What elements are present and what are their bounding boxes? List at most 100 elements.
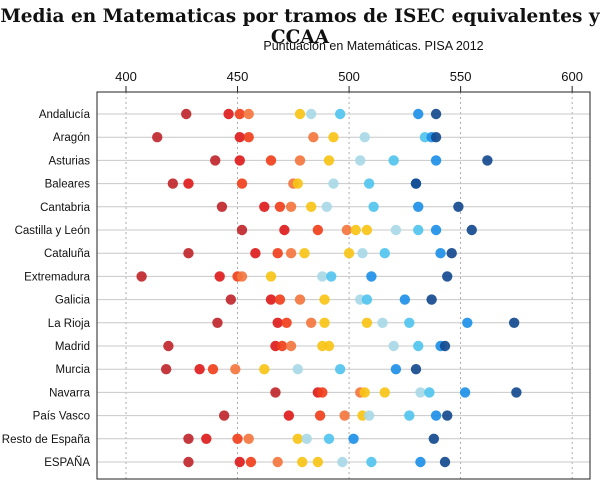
data-point xyxy=(357,248,368,259)
plot-frame xyxy=(96,91,591,480)
data-point xyxy=(341,224,353,236)
data-point xyxy=(317,387,328,398)
category-label: Navarra xyxy=(49,387,91,399)
x-axis-label: Puntuación en Matemáticas. PISA 2012 xyxy=(263,39,483,53)
data-point xyxy=(279,224,290,236)
data-point xyxy=(366,271,377,282)
data-point xyxy=(223,108,234,120)
data-point xyxy=(321,201,332,212)
grid-lines xyxy=(125,92,573,479)
data-point xyxy=(428,433,440,444)
data-point xyxy=(466,224,477,236)
data-point xyxy=(281,317,292,328)
data-point xyxy=(430,132,442,143)
data-point xyxy=(218,410,230,421)
data-point xyxy=(366,456,377,468)
data-point xyxy=(243,132,254,143)
tick-label-600: 600 xyxy=(561,69,583,84)
data-point xyxy=(285,201,297,212)
data-point xyxy=(430,410,442,421)
category-label: Extremadura xyxy=(24,271,90,283)
tick-label-450: 450 xyxy=(227,69,249,84)
data-point xyxy=(404,317,415,328)
data-point xyxy=(236,224,248,236)
data-point xyxy=(297,456,308,468)
data-point xyxy=(234,456,245,468)
data-point xyxy=(201,433,212,444)
data-point xyxy=(361,294,373,305)
data-point xyxy=(319,317,330,328)
data-point xyxy=(359,387,370,398)
row-lines xyxy=(97,113,590,463)
data-point xyxy=(413,340,424,352)
tick-label-550: 550 xyxy=(450,69,472,84)
data-point xyxy=(442,271,453,282)
data-point xyxy=(305,201,317,212)
data-point xyxy=(305,108,317,120)
data-points xyxy=(136,108,522,468)
category-label: País Vasco xyxy=(33,411,90,423)
data-point xyxy=(361,317,373,328)
data-point xyxy=(359,132,370,143)
data-point xyxy=(181,108,192,120)
chart-title: Media en Matematicas por tramos de ISEC … xyxy=(0,6,600,48)
data-point xyxy=(339,410,350,421)
data-point xyxy=(250,248,261,259)
tick-label-500: 500 xyxy=(338,69,360,84)
data-point xyxy=(435,248,446,259)
data-point xyxy=(230,364,241,375)
category-label: Andalucía xyxy=(39,109,91,121)
data-point xyxy=(410,364,422,375)
data-point xyxy=(350,224,361,236)
data-point xyxy=(399,294,411,305)
data-point xyxy=(337,456,348,468)
data-point xyxy=(163,340,174,352)
data-point xyxy=(334,364,346,375)
data-point xyxy=(136,271,147,282)
category-label: Galicia xyxy=(55,295,91,307)
data-point xyxy=(410,178,422,189)
data-point xyxy=(379,248,390,259)
data-point xyxy=(424,387,435,398)
data-point xyxy=(292,433,303,444)
category-label: Aragón xyxy=(53,132,90,144)
category-label: Asturias xyxy=(48,155,90,167)
data-point xyxy=(328,178,339,189)
data-point xyxy=(430,108,442,120)
category-label: Castilla y León xyxy=(15,225,90,237)
data-point xyxy=(207,364,219,375)
data-point xyxy=(283,410,295,421)
data-point xyxy=(430,224,442,236)
data-point xyxy=(194,364,205,375)
data-point xyxy=(459,387,471,398)
data-point xyxy=(243,433,254,444)
data-point xyxy=(272,248,283,259)
data-point xyxy=(152,132,163,143)
data-point xyxy=(308,132,319,143)
category-label: Madrid xyxy=(55,341,90,353)
data-point xyxy=(319,294,330,305)
data-point xyxy=(305,317,317,328)
data-point xyxy=(270,387,281,398)
data-point xyxy=(413,108,424,120)
data-point xyxy=(299,248,310,259)
data-point xyxy=(388,155,399,166)
data-point xyxy=(183,248,194,259)
data-point xyxy=(314,410,326,421)
data-point xyxy=(361,224,373,236)
data-point xyxy=(285,248,297,259)
data-point xyxy=(274,294,286,305)
category-label: Cataluña xyxy=(44,248,91,260)
data-point xyxy=(415,387,426,398)
x-axis-ticks: 400 450 500 550 600 xyxy=(115,69,583,92)
data-point xyxy=(245,456,257,468)
tick-label-400: 400 xyxy=(115,69,137,84)
data-point xyxy=(312,456,324,468)
data-point xyxy=(404,410,415,421)
data-point xyxy=(415,456,426,468)
data-point xyxy=(259,364,270,375)
data-point xyxy=(388,340,399,352)
data-point xyxy=(328,132,339,143)
data-point xyxy=(274,201,286,212)
data-point xyxy=(294,155,306,166)
